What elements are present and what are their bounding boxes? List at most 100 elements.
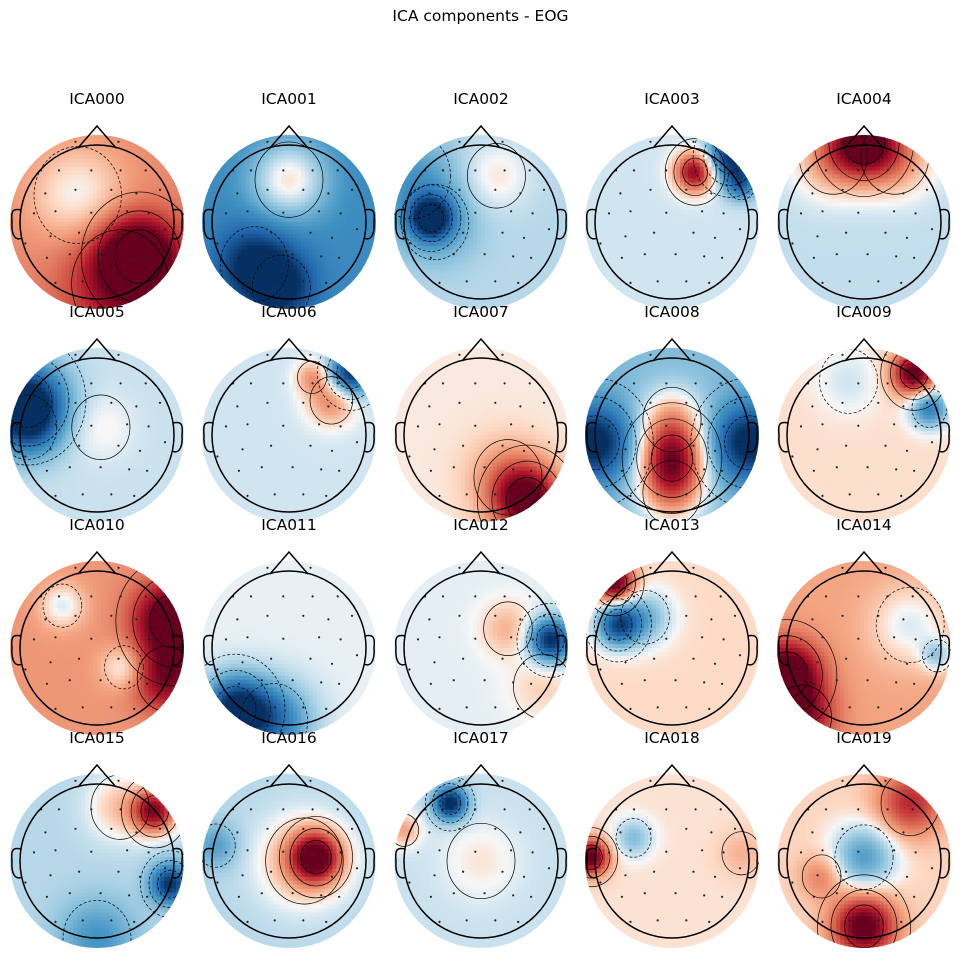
field-cell [360, 269, 365, 274]
field-cell [229, 214, 235, 219]
field-cell [180, 150, 184, 156]
field-cell [245, 206, 251, 211]
field-map [394, 135, 568, 309]
field-cell [53, 289, 59, 294]
field-cell [324, 138, 330, 144]
field-cell [104, 229, 110, 235]
head-outline [211, 144, 367, 300]
field-cell [81, 182, 86, 187]
field-cell [237, 285, 243, 290]
field-cell [33, 261, 39, 267]
field-cell [104, 206, 110, 211]
field-cell [312, 241, 318, 247]
field-cell [469, 178, 474, 184]
field-cell [300, 289, 306, 294]
field-cell [73, 178, 78, 184]
field-cell [10, 293, 15, 298]
field-cell [180, 261, 184, 267]
field-cell [344, 166, 349, 172]
field-cell [221, 253, 227, 259]
field-cell [304, 265, 310, 271]
field-cell [202, 237, 207, 243]
field-cell [104, 305, 110, 309]
field-cell [132, 158, 138, 164]
field-cell [229, 162, 235, 168]
sensor-dot [246, 210, 249, 213]
field-cell [202, 269, 207, 274]
field-cell [364, 273, 369, 278]
field-cell [156, 269, 161, 274]
field-cell [312, 182, 318, 187]
field-cell [233, 289, 239, 294]
field-cell [233, 218, 239, 223]
field-cell [29, 265, 35, 271]
field-cell [425, 253, 431, 259]
field-cell [160, 182, 165, 187]
sensor-dot [309, 231, 312, 234]
field-cell [33, 186, 39, 191]
field-cell [136, 305, 142, 309]
field-cell [394, 182, 399, 187]
field-cell [269, 297, 274, 302]
field-cell [152, 218, 157, 223]
field-cell [453, 138, 458, 144]
field-cell [221, 301, 227, 306]
field-cell [112, 162, 118, 168]
field-cell [352, 297, 357, 302]
field-cell [100, 237, 106, 243]
field-cell [65, 186, 70, 191]
field-cell [172, 233, 177, 239]
field-cell [241, 222, 247, 227]
field-cell [253, 178, 258, 184]
field-cell [140, 225, 146, 231]
field-cell [425, 166, 431, 172]
field-cell [477, 174, 482, 180]
field-cell [180, 297, 184, 302]
field-cell [61, 297, 66, 302]
field-cell [144, 285, 149, 290]
field-cell [93, 135, 98, 140]
field-cell [413, 273, 419, 278]
field-cell [336, 174, 341, 180]
field-cell [148, 253, 153, 259]
field-cell [356, 210, 361, 215]
field-cell [312, 178, 318, 184]
field-cell [209, 237, 215, 243]
field-cell [289, 229, 294, 235]
field-cell [461, 285, 466, 290]
field-cell [265, 186, 270, 191]
field-cell [132, 245, 138, 251]
field-cell [237, 166, 243, 172]
field-cell [213, 198, 219, 203]
field-cell [265, 135, 270, 140]
field-cell [332, 190, 338, 195]
field-cell [469, 285, 474, 290]
field-cell [100, 218, 106, 223]
field-cell [368, 154, 373, 160]
field-cell [316, 233, 322, 239]
field-cell [89, 249, 94, 255]
field-cell [465, 214, 470, 219]
field-cell [425, 233, 431, 239]
field-cell [328, 225, 334, 231]
field-cell [241, 229, 247, 235]
field-cell [229, 142, 235, 148]
field-cell [152, 277, 157, 282]
field-cell [245, 214, 251, 219]
field-cell [352, 194, 357, 199]
field-cell [245, 178, 251, 184]
field-cell [176, 273, 181, 278]
field-cell [441, 265, 446, 271]
field-cell [245, 249, 251, 255]
field-cell [281, 138, 286, 144]
field-cell [172, 237, 177, 243]
field-cell [348, 190, 353, 195]
field-cell [180, 265, 184, 271]
field-cell [352, 170, 357, 176]
field-cell [405, 285, 411, 290]
field-cell [136, 214, 142, 219]
field-cell [340, 245, 345, 251]
field-cell [237, 301, 243, 306]
field-cell [97, 182, 102, 187]
field-cell [437, 218, 443, 223]
